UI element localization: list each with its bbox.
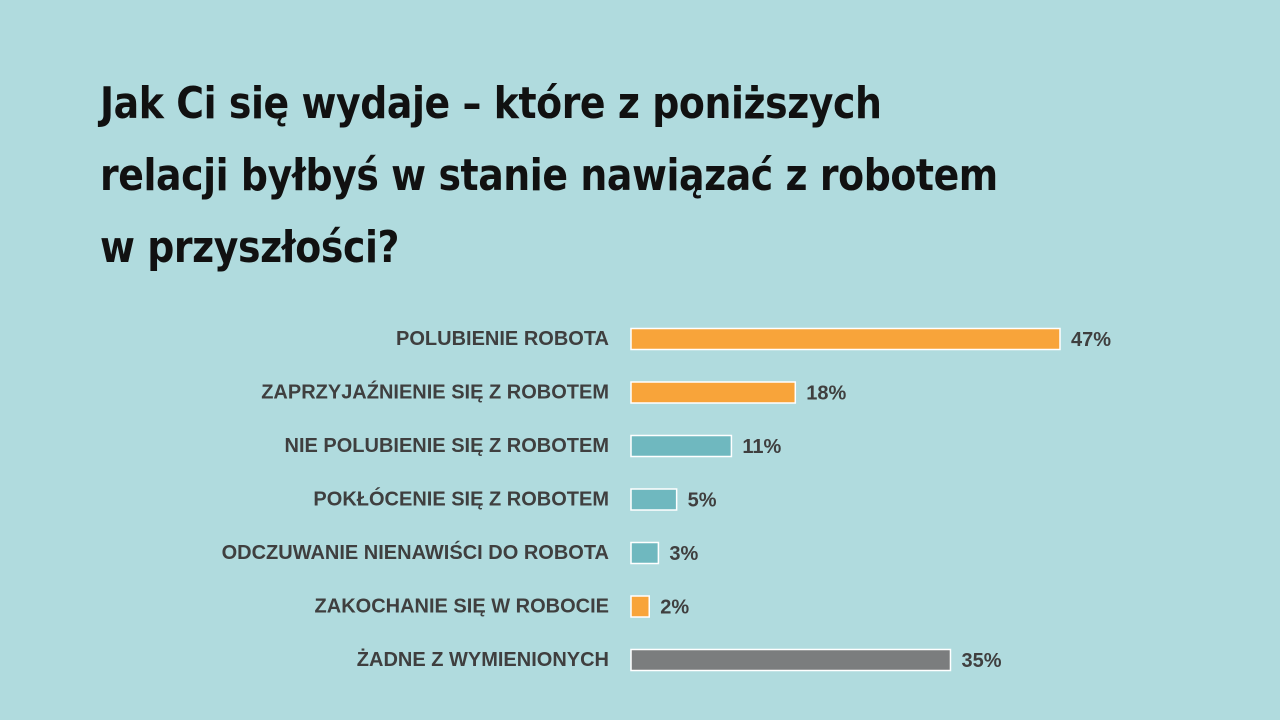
category-label: POKŁÓCENIE SIĘ Z ROBOTEM <box>313 487 609 511</box>
category-label: ZAPRZYJAŹNIENIE SIĘ Z ROBOTEM <box>261 381 609 404</box>
bar <box>630 488 678 511</box>
value-label: 11% <box>742 436 781 458</box>
bar <box>630 595 651 618</box>
bar <box>630 541 660 565</box>
title-line-1: Jak Ci się wydaje – które z poniższych <box>100 78 882 129</box>
title-line-2: relacji byłbyś w stanie nawiązać z robot… <box>100 150 998 201</box>
value-label: 47% <box>1071 329 1111 351</box>
title-line-3: w przyszłości? <box>100 222 400 273</box>
value-label: 3% <box>669 543 698 565</box>
bar <box>630 327 1061 351</box>
value-label: 5% <box>688 490 717 512</box>
category-label: NIE POLUBIENIE SIĘ Z ROBOTEM <box>285 435 609 457</box>
category-label: ŻADNE Z WYMIENIONYCH <box>357 648 609 671</box>
value-label: 18% <box>806 383 846 405</box>
bar <box>630 381 797 404</box>
chart-title: Jak Ci się wydaje – które z poniższych r… <box>100 68 1160 284</box>
category-label: POLUBIENIE ROBOTA <box>396 328 609 350</box>
value-label: 35% <box>961 650 1001 672</box>
category-label: ZAKOCHANIE SIĘ W ROBOCIE <box>315 596 609 618</box>
value-label: 2% <box>660 597 689 619</box>
bar <box>630 648 952 672</box>
category-label: ODCZUWANIE NIENAWIŚCI DO ROBOTA <box>222 540 609 564</box>
bar <box>630 434 733 458</box>
